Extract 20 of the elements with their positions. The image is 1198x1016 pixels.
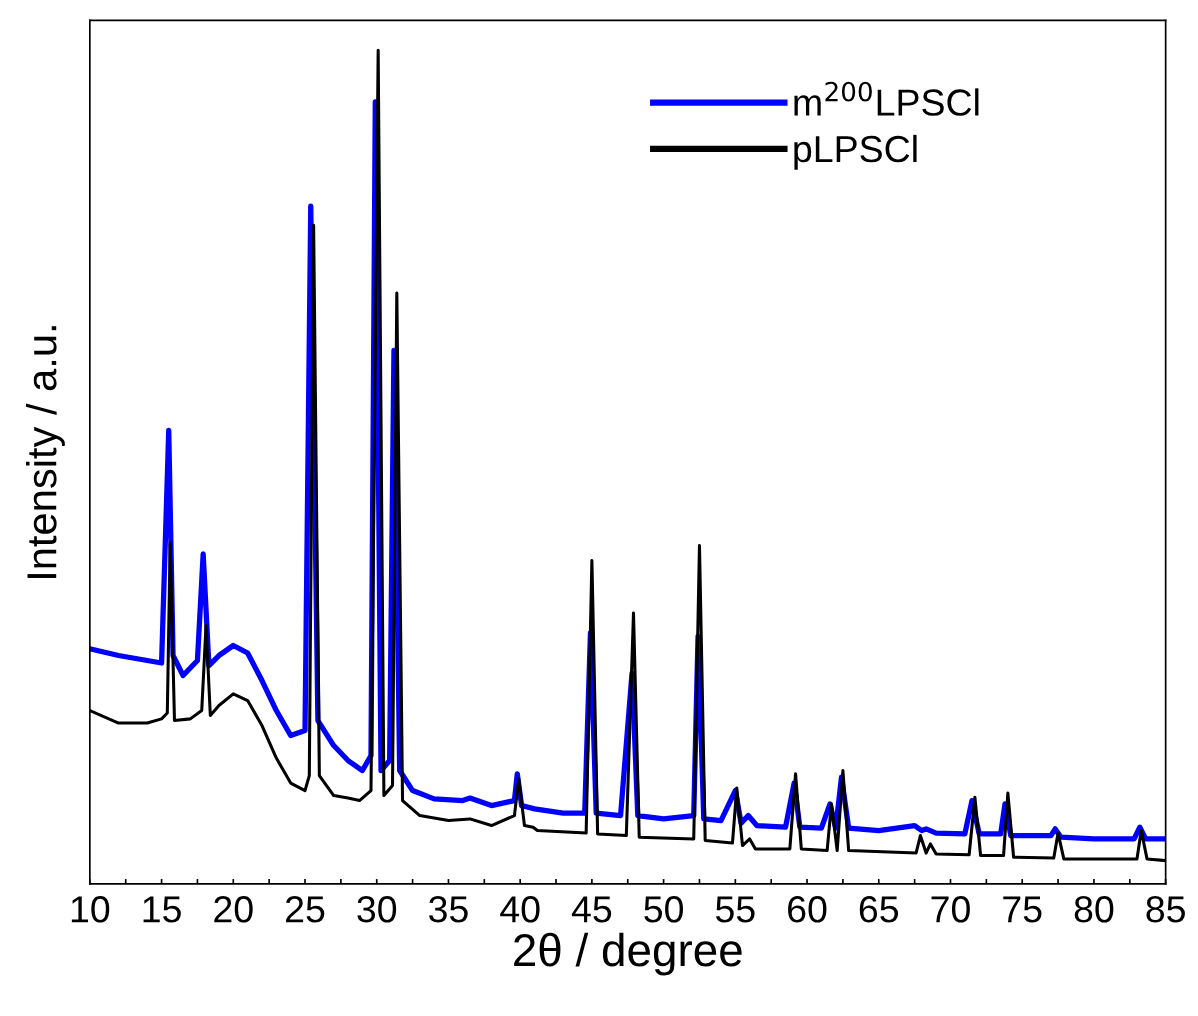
y-axis-title: Intensity / a.u.: [26, 326, 65, 578]
x-tick-label: 55: [715, 896, 755, 923]
x-tick-label: 35: [429, 896, 468, 923]
x-tick-label: 50: [644, 896, 683, 923]
x-tick-label: 25: [286, 896, 325, 923]
x-axis-title: 2θ / degree: [514, 932, 742, 976]
x-tick-label: 15: [143, 896, 181, 923]
x-tick-label: 10: [71, 896, 110, 923]
x-tick-label: 60: [788, 896, 827, 923]
x-tick-label: 75: [1003, 896, 1042, 923]
x-tick-label: 70: [931, 896, 970, 923]
x-tick-label: 45: [571, 896, 612, 923]
x-tick-label: 40: [500, 896, 540, 923]
x-tick-label: 30: [357, 896, 397, 923]
x-tick-label: 20: [214, 896, 253, 923]
legend-label: pLPSCl: [794, 134, 917, 170]
x-tick-label: 85: [1146, 896, 1185, 923]
legend-label: m$^{200}$LPSCl: [794, 81, 979, 116]
x-tick-label: 65: [859, 896, 899, 923]
x-tick-label: 80: [1074, 896, 1114, 923]
